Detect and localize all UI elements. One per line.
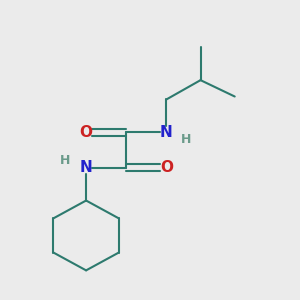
Text: N: N	[80, 160, 92, 175]
Text: O: O	[160, 160, 173, 175]
Text: H: H	[181, 133, 191, 146]
Text: N: N	[160, 125, 173, 140]
Text: H: H	[60, 154, 70, 167]
Text: O: O	[80, 125, 93, 140]
